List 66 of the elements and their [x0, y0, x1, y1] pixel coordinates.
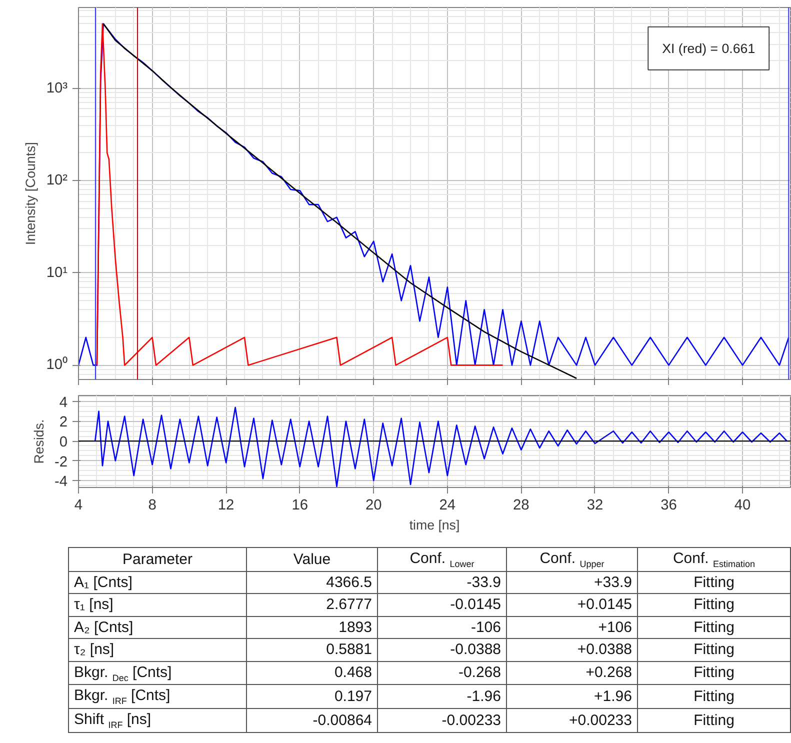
text: Parameter — [68, 548, 246, 572]
y-tick-label: 2 — [59, 414, 68, 431]
category-label: Conf. $_{Lower}$ — [378, 548, 506, 572]
category-label: Bkgr. $_{IRF}$ [Cnts] — [74, 687, 170, 706]
text: Fitting — [694, 712, 734, 729]
text: +33.9 — [594, 574, 632, 591]
y-tick-label: 10² — [46, 172, 68, 189]
x-axis-title: time [ns] — [409, 518, 460, 532]
text: +106 — [598, 618, 632, 636]
text: 0.197 — [334, 688, 372, 706]
y-axis-title: Intensity [Counts] — [23, 142, 38, 245]
text: -0.00864 — [312, 712, 372, 729]
x-tick-label: 20 — [365, 498, 382, 514]
text: Fitting — [694, 688, 734, 706]
category-label: Conf. $_{Upper}$ — [506, 548, 638, 572]
category-label: Value — [246, 548, 378, 572]
x-tick-label: 40 — [734, 498, 751, 514]
text: +1.96 — [594, 688, 632, 706]
text: -33.9 — [466, 574, 501, 591]
text: -0.268 — [458, 664, 501, 682]
line-series — [102, 23, 578, 380]
x-tick-label: 24 — [439, 498, 456, 514]
x-tick-label: 4 — [74, 498, 83, 514]
text: Fitting — [694, 574, 734, 591]
text: 0.5881 — [326, 641, 372, 658]
x-tick-label: 28 — [513, 498, 530, 514]
y-tick-label: 10³ — [46, 80, 68, 96]
text: Fitting — [694, 641, 734, 658]
text: 2.6777 — [326, 596, 372, 614]
text: +0.00233 — [569, 712, 632, 729]
text: +0.0388 — [577, 641, 632, 658]
text: +0.268 — [586, 664, 632, 682]
text: 1893 — [338, 618, 372, 636]
text: -0.00233 — [442, 712, 501, 729]
text: 0.468 — [334, 664, 372, 682]
category-label: τ₂ [ns] — [74, 641, 114, 658]
category-label: Bkgr. $_{Dec}$ [Cnts] — [74, 664, 172, 683]
y-tick-label: 0 — [59, 434, 68, 451]
text: -106 — [470, 618, 501, 636]
y-tick-label: 10¹ — [46, 264, 68, 281]
y-tick-label: -2 — [54, 454, 68, 470]
text: 4366.5 — [326, 574, 372, 591]
text: -1.96 — [466, 688, 501, 706]
x-tick-label: 32 — [586, 498, 604, 514]
text: Fitting — [694, 596, 734, 614]
category-label: A₁ [Cnts] — [74, 574, 132, 591]
text: Fitting — [694, 618, 734, 636]
category-label: Conf. $_{Estimation}$ — [638, 548, 790, 572]
text: -0.0388 — [450, 641, 501, 658]
y-axis-title: Resids. — [31, 419, 46, 464]
category-label: Shift $_{IRF}$ [ns] — [74, 711, 152, 730]
y-tick-label: 10⁰ — [46, 356, 68, 374]
x-tick-label: 12 — [218, 498, 234, 514]
x-tick-label: 16 — [292, 498, 308, 514]
category-label: A₂ [Cnts] — [74, 618, 134, 636]
text: Fitting — [694, 664, 734, 682]
text: +0.0145 — [577, 596, 632, 614]
text: -0.0145 — [450, 596, 501, 614]
x-tick-label: 8 — [148, 498, 156, 514]
x-tick-label: 36 — [660, 498, 677, 514]
line-series — [94, 406, 788, 488]
y-tick-label: -4 — [54, 474, 68, 490]
category-label: τ₁ [ns] — [74, 596, 114, 614]
line-series — [96, 23, 504, 366]
annotation: XI (red) = 0.661 — [662, 40, 756, 56]
y-tick-label: 4 — [59, 394, 68, 411]
